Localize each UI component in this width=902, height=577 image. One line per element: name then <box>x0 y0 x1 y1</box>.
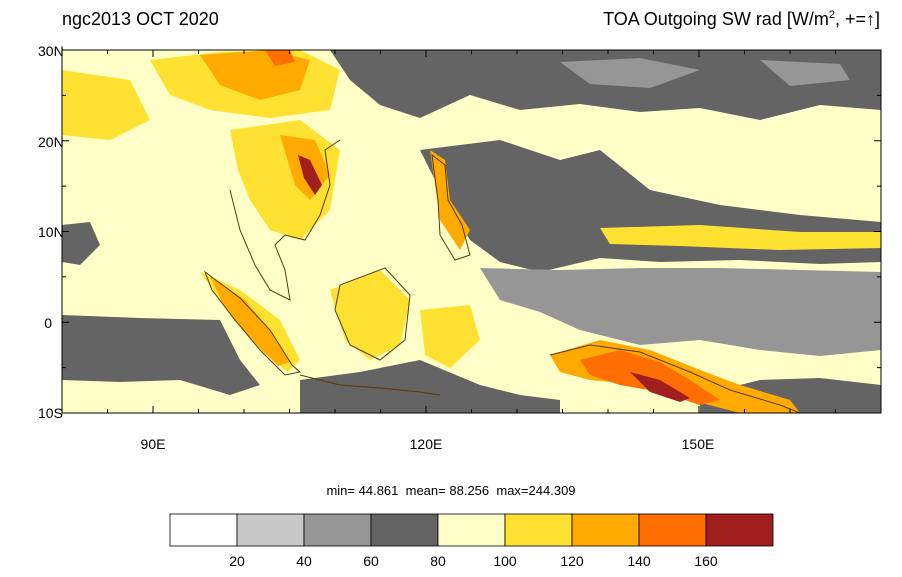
lat-label-10n: 10N <box>38 224 64 240</box>
colorbar-swatch <box>705 513 774 547</box>
yellow-patch-borneo <box>330 270 410 360</box>
colorbar-swatch <box>169 513 238 547</box>
max-value: 244.309 <box>528 483 576 498</box>
dark-red-patch-vietnam <box>298 155 322 195</box>
title-variable: TOA Outgoing SW rad [W/m <box>603 9 829 29</box>
colorbar-label: 100 <box>493 553 517 569</box>
lon-label-90e: 90E <box>141 436 166 452</box>
colorbar-swatch <box>638 513 707 547</box>
dark-red-patch-newguinea <box>630 372 690 402</box>
upward-arrow-icon: ↑ <box>865 9 875 29</box>
colorbar-swatch <box>236 513 305 547</box>
colorbar-swatch <box>303 513 372 547</box>
coastline-borneo <box>334 267 411 361</box>
map-field <box>62 50 881 413</box>
colorbar-label: 120 <box>560 553 584 569</box>
lon-label-150e: 150E <box>682 436 715 452</box>
coastline-philippines <box>431 153 471 261</box>
dark-cloud-south <box>300 360 560 413</box>
mid-cloud-north-2 <box>760 60 850 86</box>
min-label: min= <box>326 483 355 498</box>
colorbar-label: 80 <box>430 553 446 569</box>
colorbar-swatch <box>370 513 439 547</box>
map-axis-labels: 30N 20N 10N 0 10S 90E 120E 150E <box>38 43 714 452</box>
colorbar-label: 160 <box>694 553 718 569</box>
colorbar-swatch <box>504 513 573 547</box>
max-label: max= <box>496 483 529 498</box>
lat-label-30n: 30N <box>38 43 64 59</box>
field-statistics: min= 44.861 mean= 88.256 max=244.309 <box>0 483 902 498</box>
colorbar-label: 140 <box>627 553 651 569</box>
plot-title-right: TOA Outgoing SW rad [W/m2, +=↑] <box>603 9 880 30</box>
coastline-indochina <box>229 139 341 301</box>
yellow-patch-west <box>62 70 150 140</box>
mean-value: 88.256 <box>449 483 490 498</box>
coastline-newguinea <box>549 344 801 413</box>
title-unit-exponent: 2 <box>828 9 835 21</box>
colorbar-swatch <box>437 513 506 547</box>
dark-cloud-bay <box>62 222 100 265</box>
colorbar: 20 40 60 80 100 120 140 160 <box>169 513 774 569</box>
lat-label-0: 0 <box>44 315 52 331</box>
plot-title-left: ngc2013 OCT 2020 <box>62 9 219 29</box>
min-value: 44.861 <box>358 483 399 498</box>
lat-label-10s: 10S <box>38 405 63 421</box>
dark-cloud-west <box>62 315 260 395</box>
title-close-bracket: ] <box>874 9 880 29</box>
lat-label-20n: 20N <box>38 134 64 150</box>
colorbar-label: 20 <box>229 553 245 569</box>
colorbar-swatch <box>571 513 640 547</box>
map-ticks <box>61 49 882 414</box>
yellow-patch-islands <box>420 305 480 368</box>
orange-patch-philippines <box>430 150 470 250</box>
coastline-java <box>299 374 441 396</box>
mid-cloud-north <box>560 58 700 88</box>
yellow-patch-band <box>600 225 881 250</box>
colorbar-label: 60 <box>363 553 379 569</box>
lon-label-120e: 120E <box>410 436 443 452</box>
colorbar-label: 40 <box>296 553 312 569</box>
mean-label: mean= <box>405 483 446 498</box>
red-patch-tibet <box>265 50 295 66</box>
mid-cloud-central <box>480 268 881 356</box>
title-sign-convention: , += <box>834 9 866 29</box>
orange-patch-sumatra <box>210 276 290 366</box>
coastline-sumatra <box>203 270 302 376</box>
